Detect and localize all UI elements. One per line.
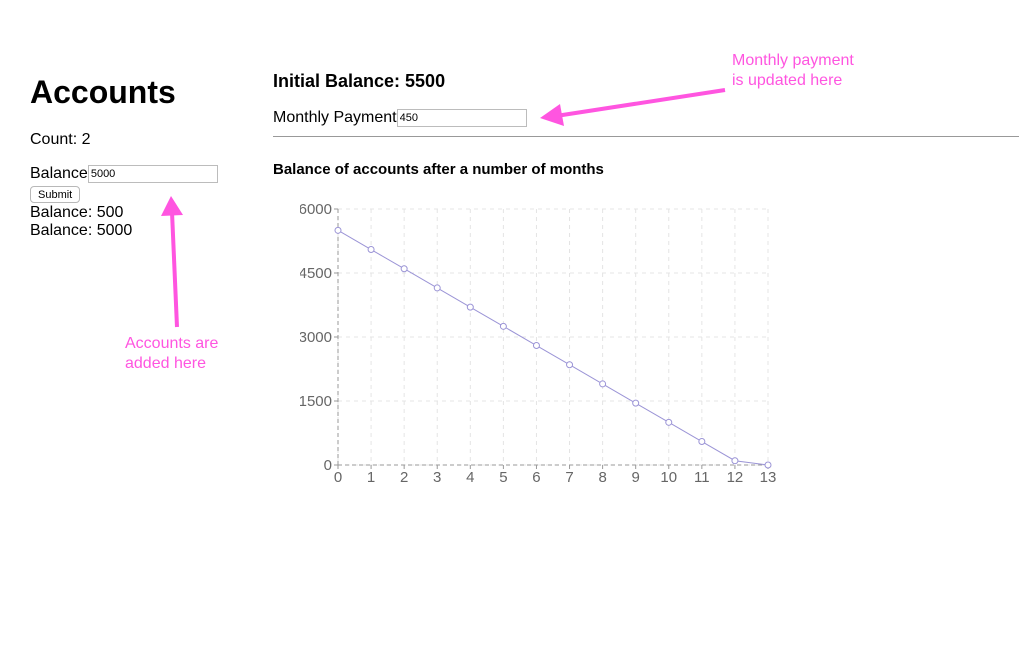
submit-button[interactable]: Submit — [30, 186, 81, 203]
series-line — [337, 229, 769, 466]
x-tick-label: 11 — [694, 469, 710, 486]
account-count: Count: 2 — [30, 131, 91, 148]
data-point — [466, 303, 474, 311]
balance-form-row: Balance — [30, 165, 218, 183]
data-point — [532, 342, 540, 350]
data-point — [499, 322, 507, 330]
x-tick-label: 12 — [727, 469, 744, 486]
x-tick-label: 10 — [660, 469, 677, 486]
payment-form-row: Monthly Payment — [273, 109, 527, 127]
x-tick-label: 9 — [632, 469, 640, 486]
x-tick-label: 7 — [565, 469, 573, 486]
x-tick-label: 13 — [760, 469, 777, 486]
payment-label: Monthly Payment — [273, 109, 397, 126]
data-point — [599, 380, 607, 388]
data-point — [764, 461, 772, 469]
y-tick-label: 1500 — [300, 393, 332, 410]
initial-balance-heading: Initial Balance: 5500 — [273, 71, 446, 91]
x-tick-label: 8 — [598, 469, 606, 486]
data-point — [632, 399, 640, 407]
data-point — [566, 361, 574, 369]
data-point — [665, 418, 673, 426]
data-point — [731, 457, 739, 465]
data-point — [698, 438, 706, 446]
x-tick-label: 3 — [433, 469, 441, 486]
x-tick-label: 2 — [400, 469, 408, 486]
monthly-payment-input[interactable] — [396, 109, 527, 127]
y-tick-label: 0 — [324, 457, 332, 474]
balance-label: Balance — [30, 165, 88, 182]
x-tick-label: 4 — [466, 469, 474, 486]
y-tick-label: 3000 — [300, 329, 332, 346]
payment-arrow-icon — [540, 88, 726, 126]
y-tick-label: 6000 — [300, 201, 332, 218]
x-tick-label: 5 — [499, 469, 507, 486]
accounts-arrow-icon — [161, 196, 183, 328]
data-point — [400, 265, 408, 273]
y-tick-label: 4500 — [300, 265, 332, 282]
payment-annotation-line1: Monthly payment — [732, 52, 854, 69]
data-point — [367, 246, 375, 254]
account-item: Balance: 5000 — [30, 222, 133, 239]
payment-annotation-line2: is updated here — [732, 72, 843, 89]
x-tick-label: 6 — [532, 469, 540, 486]
x-tick-label: 1 — [367, 469, 375, 486]
account-item: Balance: 500 — [30, 204, 124, 221]
balance-input[interactable] — [87, 165, 218, 183]
accounts-title: Accounts — [30, 74, 176, 110]
chart-title: Balance of accounts after a number of mo… — [273, 161, 604, 178]
x-tick-label: 0 — [334, 469, 342, 486]
accounts-annotation-line2: added here — [125, 355, 206, 372]
section-divider — [273, 136, 1019, 137]
data-point — [433, 284, 441, 292]
accounts-annotation-line1: Accounts are — [125, 335, 219, 352]
data-point — [334, 226, 342, 234]
